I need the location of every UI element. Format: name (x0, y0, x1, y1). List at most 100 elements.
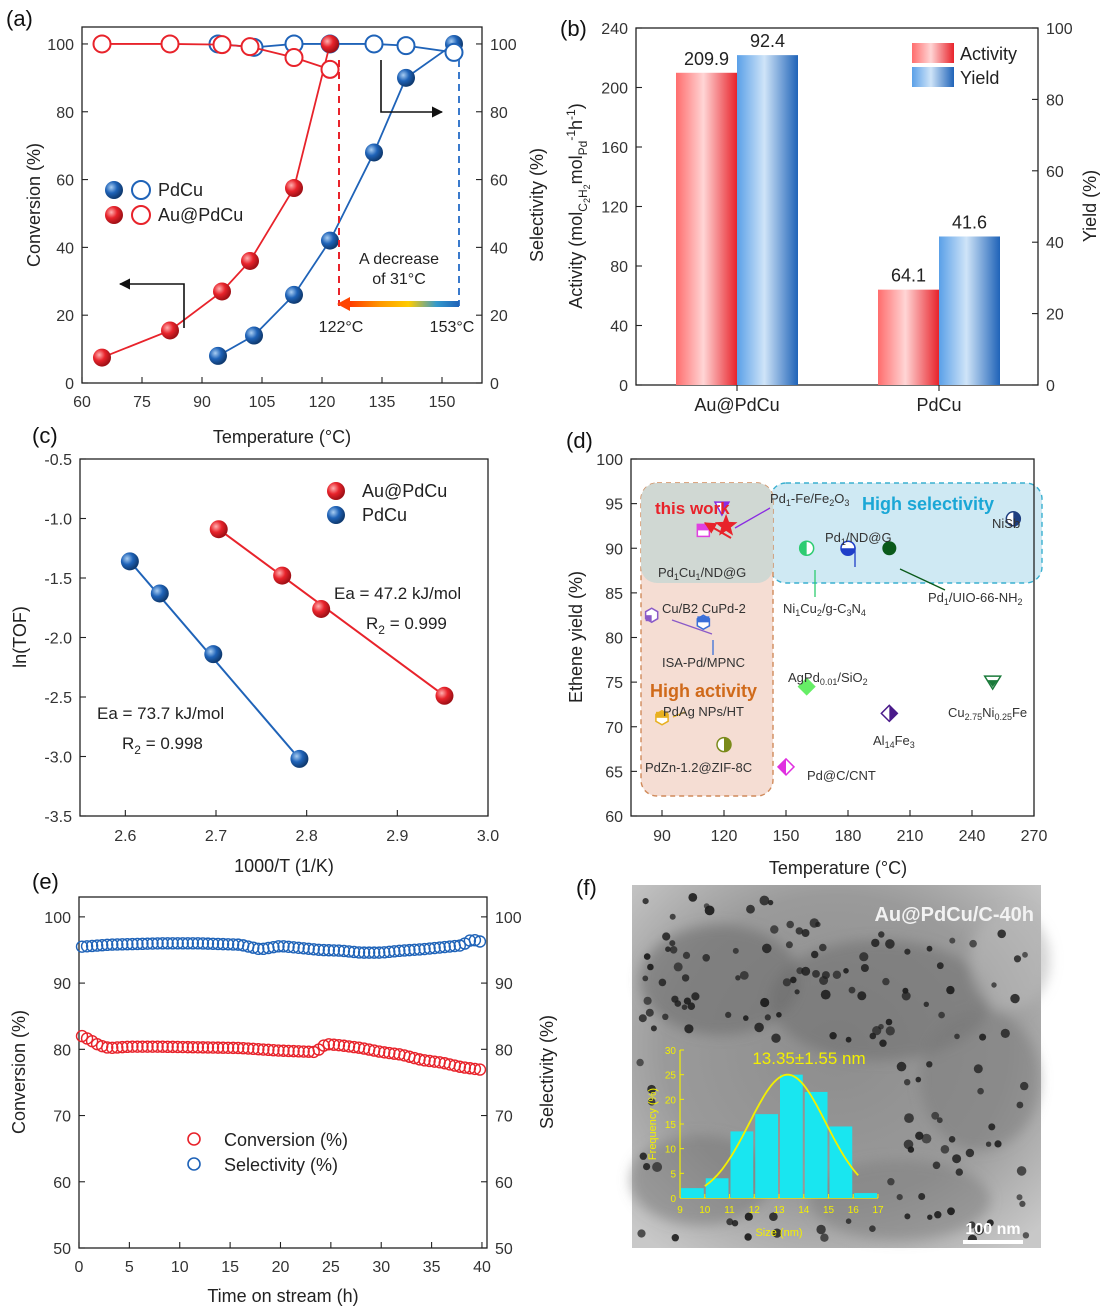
hist-y-tick-label: 0 (670, 1194, 676, 1205)
data-point-selectivity (396, 36, 416, 56)
x-tick-label: 270 (1021, 828, 1048, 845)
diamond-shape (797, 677, 816, 696)
data-point (327, 1038, 341, 1051)
nanoparticle (952, 1154, 962, 1164)
panel-d-tag: (d) (566, 428, 593, 453)
legend-aupdcu-filled (105, 206, 123, 224)
marker-pdag-nps-ht (655, 709, 669, 726)
data-point (106, 938, 119, 951)
tem-blobs (630, 910, 1050, 1240)
tem-label: Au@PdCu/C-40h (874, 904, 1034, 926)
nanoparticle (735, 975, 741, 981)
annot-122: 122°C (319, 319, 364, 336)
nanoparticle (938, 1011, 945, 1019)
panel-c-legend: Au@PdCu PdCu (327, 481, 447, 525)
data-point-conversion (245, 326, 263, 345)
data-point (226, 938, 240, 951)
panel-a-frame (81, 26, 483, 384)
label-cub2: Cu/B2 CuPd-2 (662, 601, 746, 616)
nanoparticle (770, 925, 779, 934)
data-point (290, 749, 309, 768)
y-tick-label: 40 (610, 319, 628, 336)
nanoparticle (767, 899, 774, 906)
data-point (186, 937, 200, 950)
y2-tick-label: 80 (490, 105, 508, 122)
data-point (443, 940, 456, 953)
x-tick-label: 135 (369, 394, 396, 411)
nanoparticle (746, 904, 755, 914)
panel-a-ylabel: Conversion (%) (24, 143, 44, 267)
data-point (277, 1044, 290, 1057)
nanoparticle (843, 968, 849, 974)
annot-decrease-2: of 31°C (372, 271, 426, 288)
data-point (383, 945, 396, 959)
x-tick-label: 15 (221, 1259, 239, 1276)
data-point (428, 941, 441, 955)
nanoparticle (795, 927, 803, 935)
nanoparticle (948, 1136, 956, 1143)
x-tick-label: 210 (897, 828, 924, 845)
data-point-selectivity (240, 37, 260, 57)
label-pdzn: PdZn-1.2@ZIF-8C (645, 760, 752, 775)
hist-x-tick-label: 15 (823, 1205, 835, 1216)
panel-b: (b) 0 40 80 120 160 200 240 0 20 40 60 80 100 Au@PdC… (560, 16, 1100, 415)
label-pd1cu1: Pd1Cu1/ND@G (658, 565, 746, 582)
x-tick-label: 90 (653, 828, 671, 845)
nanoparticle (885, 1018, 893, 1026)
nanoparticle (820, 1233, 829, 1242)
data-point (166, 937, 179, 950)
nanoparticle (940, 1145, 950, 1154)
label-nisb: NiSb (992, 516, 1020, 531)
bar-yield-label: 41.6 (952, 212, 987, 232)
data-point (332, 944, 346, 957)
data-point (287, 1044, 300, 1058)
data-point-selectivity (92, 34, 112, 54)
data-point (176, 937, 189, 950)
data-point (151, 1040, 164, 1053)
data-point (463, 1062, 477, 1075)
data-point (312, 599, 331, 618)
data-point-conversion (285, 179, 303, 198)
data-point (85, 939, 99, 953)
nanoparticle (665, 946, 671, 952)
y-tick-label: 0 (65, 376, 74, 393)
circle-fill (799, 541, 807, 556)
nanoparticle (947, 1207, 955, 1216)
panel-a-legend: PdCu Au@PdCu (105, 180, 243, 225)
y-tick-label: 0 (619, 378, 628, 395)
nanoparticle (1016, 1101, 1024, 1109)
square-fill (697, 524, 710, 531)
hist-x-tick-label: 9 (677, 1205, 683, 1216)
legend-pdcu-filled (105, 181, 123, 199)
data-point (75, 940, 89, 953)
nanoparticle (650, 1025, 657, 1032)
hist-y-tick-label: 5 (670, 1169, 676, 1180)
panel-d-ylabel: Ethene yield (%) (566, 571, 586, 703)
data-point (171, 937, 184, 950)
x-tick-label: 60 (73, 394, 91, 411)
nanoparticle (652, 1162, 663, 1172)
nanoparticle (782, 978, 792, 987)
circle-shape (882, 541, 897, 556)
data-point (262, 1043, 275, 1057)
y-tick-label: 160 (601, 140, 628, 157)
data-point-conversion (93, 348, 111, 367)
y2-tick-label: 50 (495, 1241, 513, 1258)
nanoparticle (674, 1000, 682, 1007)
nanoparticle (1010, 993, 1020, 1004)
x-tick-label: 120 (711, 828, 738, 845)
data-point-conversion (213, 282, 231, 301)
legend-aupdcu-open (131, 205, 151, 225)
hist-bar (854, 1193, 877, 1198)
nanoparticle (769, 1212, 778, 1221)
y-tick-label: 20 (56, 308, 74, 325)
nanoparticle (974, 1225, 984, 1235)
nanoparticle (687, 1002, 696, 1010)
y-tick-label: 240 (601, 21, 628, 38)
nanoparticle (645, 1008, 654, 1017)
panel-e-frame (78, 896, 488, 1249)
triangle-fill (987, 680, 998, 688)
nanoparticle (904, 1113, 914, 1123)
legend-c-pdcu-label: PdCu (362, 505, 407, 525)
hist-x-tick-label: 10 (699, 1205, 711, 1216)
